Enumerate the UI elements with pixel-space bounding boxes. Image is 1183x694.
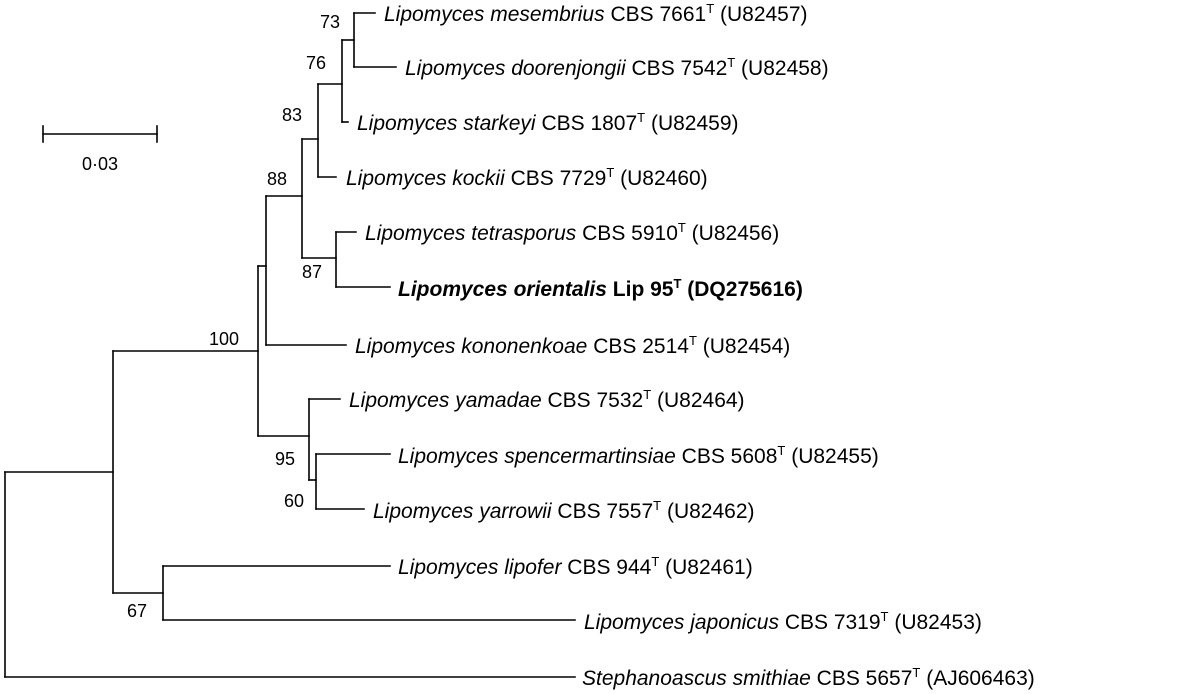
taxon-label-starkeyi: Lipomyces starkeyi CBS 1807T (U82459) [357, 110, 739, 135]
bootstrap-60: 60 [284, 491, 304, 511]
taxon-label-doorenjongii: Lipomyces doorenjongii CBS 7542T (U82458… [405, 55, 829, 80]
bootstrap-83: 83 [282, 105, 302, 125]
bootstrap-76: 76 [306, 53, 326, 73]
taxon-labels: Lipomyces mesembrius CBS 7661T (U82457) … [346, 1, 1035, 690]
bootstrap-values: 73 76 83 88 87 100 95 60 67 [127, 12, 340, 621]
bootstrap-73: 73 [320, 12, 340, 32]
taxon-label-yarrowii: Lipomyces yarrowii CBS 7557T (U82462) [373, 498, 755, 523]
bootstrap-95: 95 [275, 449, 295, 469]
bootstrap-67: 67 [127, 601, 147, 621]
taxon-label-kockii: Lipomyces kockii CBS 7729T (U82460) [346, 165, 708, 190]
bootstrap-87: 87 [302, 262, 322, 282]
taxon-label-tetrasporus: Lipomyces tetrasporus CBS 5910T (U82456) [365, 220, 779, 245]
bootstrap-100: 100 [209, 329, 239, 349]
bootstrap-88: 88 [267, 169, 287, 189]
taxon-label-smithiae: Stephanoascus smithiae CBS 5657T (AJ6064… [582, 665, 1035, 690]
taxon-label-spencermartinsiae: Lipomyces spencermartinsiae CBS 5608T (U… [398, 443, 879, 468]
taxon-label-yamadae: Lipomyces yamadae CBS 7532T (U82464) [349, 387, 745, 412]
scale-bar: 0·03 [42, 125, 158, 174]
taxon-label-lipofer: Lipomyces lipofer CBS 944T (U82461) [398, 554, 753, 579]
taxon-label-japonicus: Lipomyces japonicus CBS 7319T (U82453) [584, 609, 982, 634]
scale-bar-label: 0·03 [82, 154, 118, 174]
taxon-label-kononenkoae: Lipomyces kononenkoae CBS 2514T (U82454) [355, 333, 790, 358]
taxon-label-orientalis: Lipomyces orientalis Lip 95T (DQ275616) [398, 276, 803, 301]
tree-branches [4, 12, 576, 678]
taxon-label-mesembrius: Lipomyces mesembrius CBS 7661T (U82457) [384, 1, 808, 26]
